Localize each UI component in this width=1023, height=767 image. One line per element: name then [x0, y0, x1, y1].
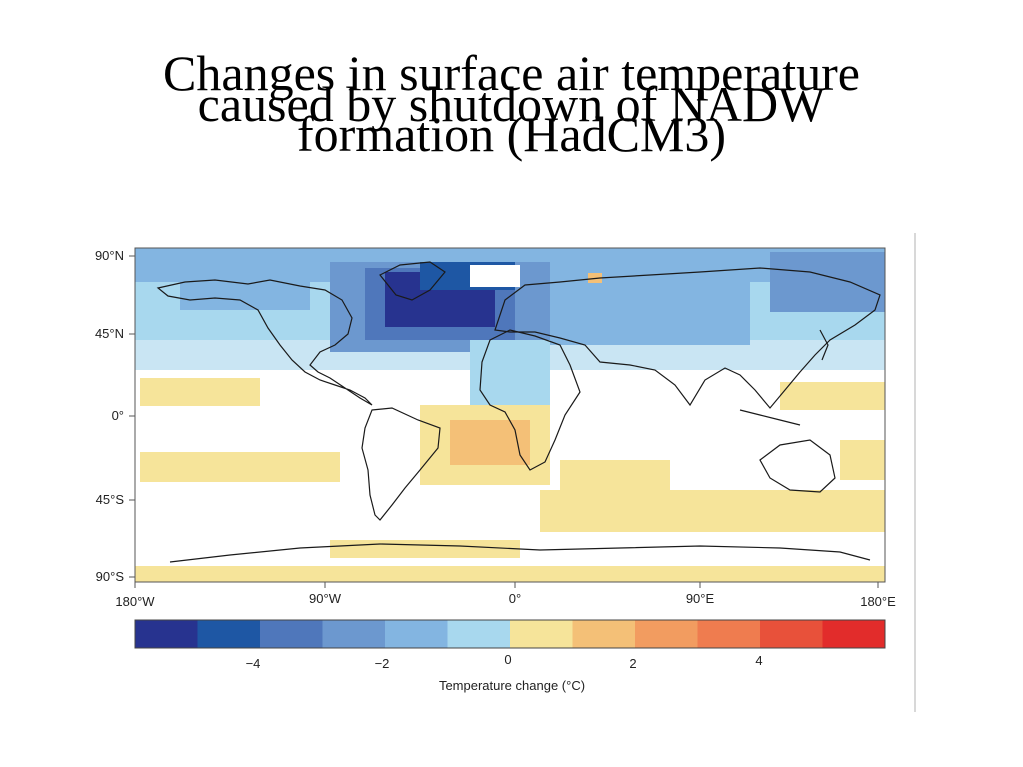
- lon-label: 180°E: [860, 594, 896, 609]
- longitude-axis: 180°W 90°W 0° 90°E 180°E: [115, 582, 896, 609]
- lat-label: 90°N: [95, 248, 124, 263]
- colorbar-swatch: [822, 620, 886, 648]
- colorbar-tick-label: −4: [246, 656, 261, 671]
- lat-label: 45°S: [96, 492, 125, 507]
- colorbar-swatch: [760, 620, 823, 648]
- anomaly-patch: [550, 280, 750, 345]
- colorbar-swatch: [385, 620, 448, 648]
- colorbar-swatch: [572, 620, 636, 648]
- lat-label: 0°: [112, 408, 124, 423]
- colorbar-tick-label: 4: [755, 653, 762, 668]
- anomaly-patch: [135, 566, 885, 582]
- world-map: 90°N 45°N 0° 45°S 90°S 180°W: [95, 247, 896, 609]
- colorbar-tick-label: 2: [629, 656, 636, 671]
- cb-tick-minus2: −2: [375, 656, 390, 671]
- title-line-2: caused by shutdown of NADW: [197, 76, 826, 132]
- eurasia-coast: [494, 267, 881, 409]
- colorbar-swatch: [135, 620, 198, 648]
- antarctica-coast: [169, 543, 871, 563]
- cb-tick-0: 0: [504, 652, 511, 667]
- lon-tick-0: 0°: [509, 582, 521, 606]
- colorbar-swatch: [635, 620, 698, 648]
- colorbar-swatch: [322, 620, 386, 648]
- anomaly-patch: [540, 490, 885, 532]
- temperature-anomaly-field: [135, 248, 885, 582]
- colorbar-swatch: [197, 620, 261, 648]
- lon-label: 180°W: [115, 594, 155, 609]
- lat-label: 90°S: [96, 569, 125, 584]
- greenland-coast: [379, 261, 446, 301]
- colorbar-title: Temperature change (°C): [439, 678, 585, 693]
- australia-coast: [759, 439, 836, 493]
- indonesia-coast: [739, 409, 801, 426]
- lon-tick-180e: 180°E: [860, 582, 896, 609]
- lon-label: 90°W: [309, 591, 342, 606]
- lon-tick-90e: 90°E: [686, 582, 715, 606]
- lon-label: 0°: [509, 591, 521, 606]
- anomaly-patch: [770, 252, 885, 312]
- anomaly-patch: [470, 265, 520, 287]
- colorbar-tick-label: −2: [375, 656, 390, 671]
- colorbar: −4 −2 0 2 4 Temperature change (°C): [134, 619, 886, 693]
- lon-tick-90w: 90°W: [309, 582, 342, 606]
- colorbar-swatch: [510, 620, 573, 648]
- cb-tick-minus4: −4: [246, 656, 261, 671]
- africa-coast: [479, 329, 581, 471]
- colorbar-tick-label: 0: [504, 652, 511, 667]
- anomaly-patch: [560, 460, 670, 490]
- colorbar-swatch: [260, 620, 323, 648]
- title-line-3: formation (HadCM3): [296, 106, 727, 162]
- colorbar-swatch: [697, 620, 761, 648]
- lat-tick-45s: 45°S: [96, 492, 135, 507]
- lat-tick-90s: 90°S: [96, 569, 135, 584]
- anomaly-patch: [140, 378, 260, 406]
- lat-label: 45°N: [95, 326, 124, 341]
- anomaly-patch: [140, 452, 340, 482]
- colorbar-swatch: [447, 620, 511, 648]
- latitude-axis: 90°N 45°N 0° 45°S 90°S: [95, 248, 135, 584]
- anomaly-patch: [780, 382, 885, 410]
- coastlines: [156, 261, 881, 563]
- cb-tick-4: 4: [755, 653, 762, 668]
- map-frame: [134, 247, 886, 583]
- anomaly-patch: [450, 420, 530, 465]
- anomaly-patch: [470, 340, 550, 405]
- lat-tick-0: 0°: [112, 408, 135, 423]
- japan-coast: [819, 329, 829, 361]
- north-america-coast: [156, 279, 373, 406]
- title-line-1: Changes in surface air temperature: [163, 45, 860, 101]
- lat-tick-45n: 45°N: [95, 326, 135, 341]
- anomaly-patch: [840, 440, 885, 480]
- anomaly-patch: [180, 262, 310, 310]
- anomaly-patch: [330, 540, 520, 558]
- lat-tick-90n: 90°N: [95, 248, 135, 263]
- lon-label: 90°E: [686, 591, 715, 606]
- colorbar-frame: [134, 619, 886, 649]
- cb-tick-2: 2: [629, 656, 636, 671]
- lon-tick-180w: 180°W: [115, 582, 155, 609]
- colorbar-swatches: [135, 620, 886, 648]
- south-america-coast: [361, 407, 441, 521]
